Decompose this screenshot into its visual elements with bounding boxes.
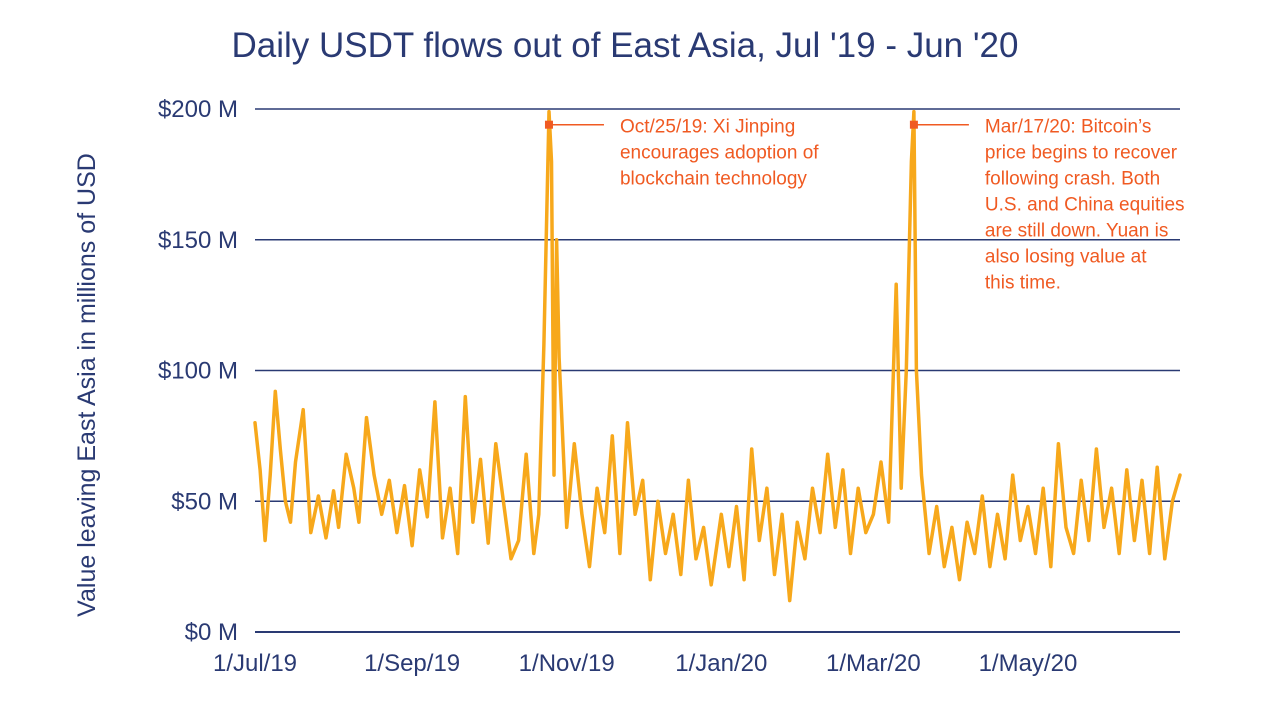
annotation-line: Oct/25/19: Xi Jinping [620, 117, 795, 138]
annotation-line: also losing value at [985, 247, 1147, 268]
annotation-line: are still down. Yuan is [985, 221, 1168, 242]
annotation-line: U.S. and China equities [985, 195, 1185, 216]
chart-title: Daily USDT flows out of East Asia, Jul '… [232, 26, 1019, 65]
annotation-marker [909, 120, 918, 129]
annotation-marker [544, 120, 553, 129]
x-tick-label: 1/May/20 [979, 650, 1078, 677]
y-tick-label: $150 M [158, 227, 238, 254]
x-tick-label: 1/Sep/19 [364, 650, 460, 677]
gridlines [255, 108, 1180, 633]
annotation-line: Mar/17/20: Bitcoin’s [985, 117, 1152, 138]
annotations: Oct/25/19: Xi Jinping encourages adoption… [544, 117, 1185, 294]
annotation-text: Oct/25/19: Xi Jinping encourages adoption… [620, 117, 819, 190]
y-axis-label: Value leaving East Asia in millions of U… [73, 153, 101, 617]
y-tick-label: $100 M [158, 358, 238, 385]
x-tick-label: 1/Jan/20 [675, 650, 767, 677]
x-tick-label: 1/Mar/20 [826, 650, 921, 677]
x-tick-label: 1/Jul/19 [213, 650, 297, 677]
annotation-line: following crash. Both [985, 169, 1160, 190]
series-line [253, 109, 1182, 603]
series-layer [253, 109, 1182, 603]
y-axis: $0 M $50 M $100 M $150 M $200 M [158, 96, 238, 646]
y-tick-label: $0 M [185, 619, 238, 646]
y-tick-label: $50 M [171, 488, 238, 515]
annotation-line: price begins to recover [985, 143, 1178, 164]
annotation-line: encourages adoption of [620, 143, 819, 164]
annotation-line: this time. [985, 273, 1061, 294]
y-tick-label: $200 M [158, 96, 238, 123]
annotation-line: blockchain technology [620, 169, 807, 190]
annotation-text: Mar/17/20: Bitcoin’s price begins to reco… [985, 117, 1185, 294]
x-axis: 1/Jul/19 1/Sep/19 1/Nov/19 1/Jan/20 1/Mar/20… [213, 650, 1077, 677]
x-tick-label: 1/Nov/19 [519, 650, 615, 677]
